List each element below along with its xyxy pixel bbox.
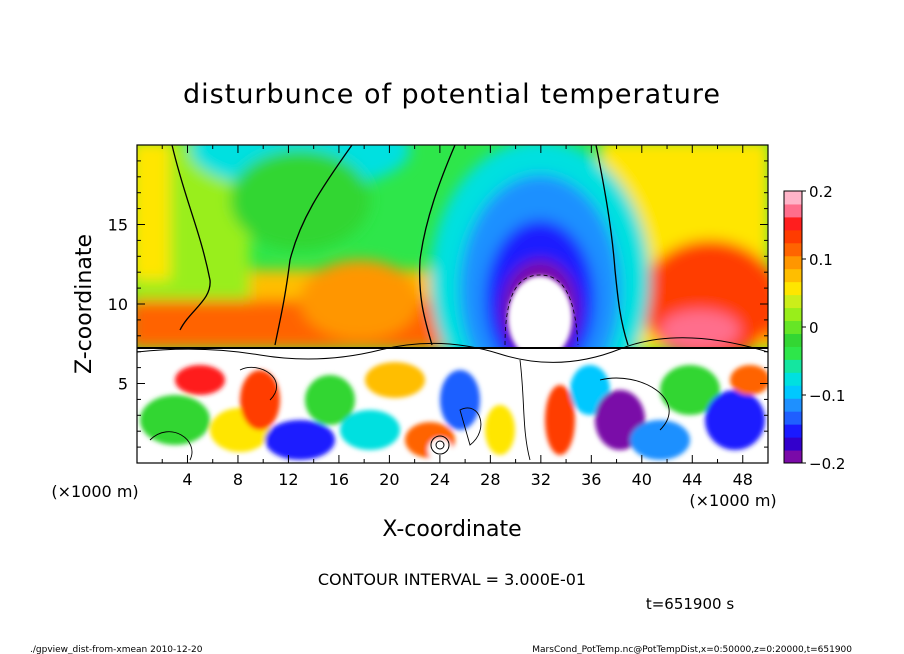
x-tick-label: 44: [682, 470, 702, 489]
colorbar-swatch: [784, 398, 802, 412]
x-axis-label: X-coordinate: [382, 517, 521, 542]
colorbar-tick-label: 0: [809, 319, 819, 337]
y-tick-label: 5: [118, 375, 128, 394]
plot-area: [137, 145, 768, 463]
x-axis-ticks: 4 8 12 16 20 24 28 32 36 40 44 48: [161, 145, 753, 489]
x-tick-label: 36: [581, 470, 601, 489]
x-unit-label: (×1000 m): [689, 491, 776, 510]
colorbar-swatch: [784, 229, 802, 244]
y-unit-label: (×1000 m): [51, 482, 138, 501]
x-tick-label: 8: [233, 470, 243, 489]
contour-interval-text: CONTOUR INTERVAL = 3.000E-01: [318, 570, 586, 589]
x-tick-label: 24: [430, 470, 450, 489]
y-axis-ticks: 5 10 15: [108, 160, 768, 448]
x-tick-label: 20: [379, 470, 399, 489]
footer-left: ./gpview_dist-from-xmean 2010-12-20: [30, 645, 203, 654]
colorbar-swatch: [784, 242, 802, 257]
colorbar-tick-label: −0.1: [809, 387, 845, 405]
colorbar-swatch: [784, 450, 802, 464]
x-tick-label: 32: [531, 470, 551, 489]
y-axis-label: Z-coordinate: [72, 234, 97, 374]
colorbar-swatch: [784, 255, 802, 270]
y-tick-label: 10: [108, 295, 128, 314]
x-tick-label: 48: [733, 470, 753, 489]
colorbar-swatch: [784, 307, 802, 322]
x-tick-label: 28: [480, 470, 500, 489]
footer-right: MarsCond_PotTemp.nc@PotTempDist,x=0:5000…: [532, 645, 852, 654]
colorbar-swatch: [784, 191, 802, 205]
x-tick-label: 12: [278, 470, 298, 489]
colorbar-swatch: [784, 424, 802, 438]
colorbar-swatch: [784, 359, 802, 373]
colorbar-ticks: 0.2 0.1 0 −0.1 −0.2: [802, 183, 845, 473]
time-label: t=651900 s: [646, 595, 734, 613]
colorbar-swatch: [784, 346, 802, 360]
colorbar-swatch: [784, 333, 802, 347]
chart-title: disturbunce of potential temperature: [183, 79, 721, 110]
colorbar-swatch: [784, 320, 802, 334]
colorbar: [784, 191, 802, 464]
colorbar-tick-label: 0.1: [809, 251, 833, 269]
y-tick-label: 15: [108, 216, 128, 235]
colorbar-tick-label: 0.2: [809, 183, 833, 201]
colorbar-swatch: [784, 411, 802, 425]
colorbar-swatch: [784, 437, 802, 451]
colorbar-swatch: [784, 385, 802, 399]
colorbar-swatch: [784, 294, 802, 309]
colorbar-swatch: [784, 268, 802, 283]
colorbar-swatch: [784, 281, 802, 296]
colorbar-swatch: [784, 216, 802, 231]
colorbar-tick-label: −0.2: [809, 455, 845, 473]
colorbar-swatch: [784, 203, 802, 218]
colorbar-swatch: [784, 372, 802, 386]
x-tick-label: 4: [182, 470, 192, 489]
x-tick-label: 16: [329, 470, 349, 489]
x-tick-label: 40: [632, 470, 652, 489]
